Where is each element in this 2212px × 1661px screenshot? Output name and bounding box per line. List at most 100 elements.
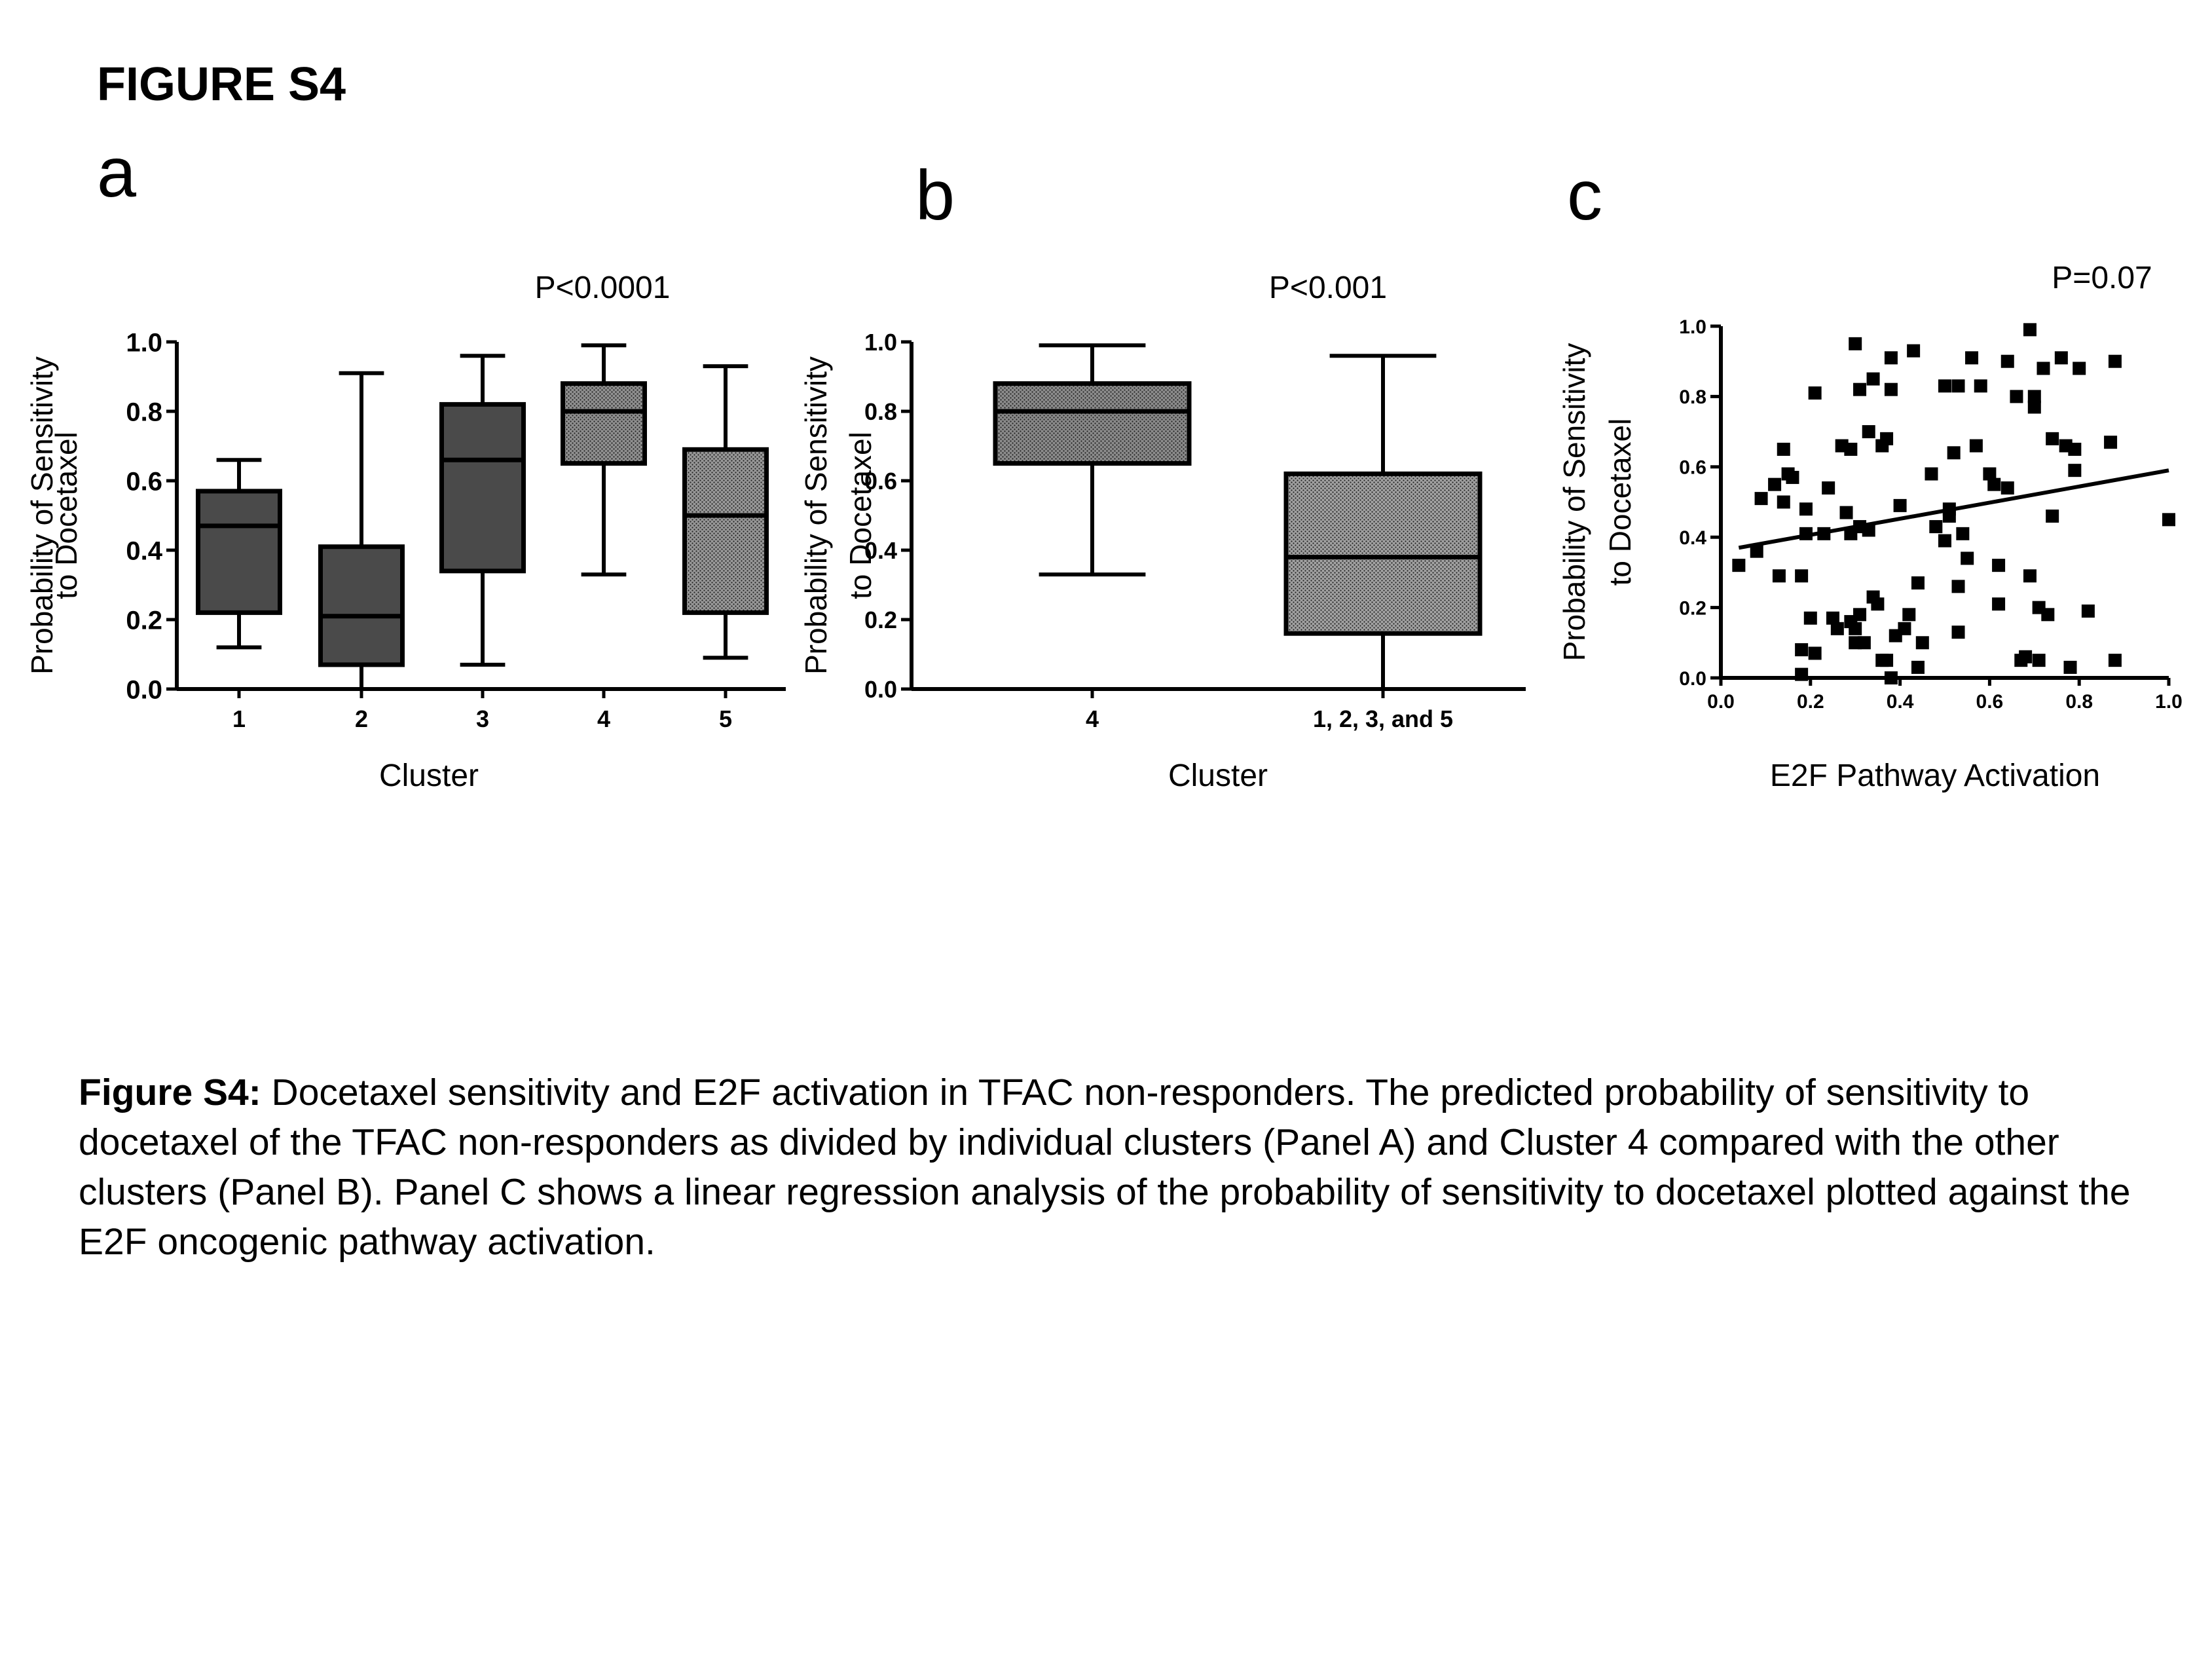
panel-c-data-point [2037, 362, 2050, 375]
panel-c-data-point [1849, 337, 1862, 350]
panel-c-data-point [1902, 608, 1916, 622]
panel-c-data-point [1969, 439, 1983, 453]
panel-c-data-point [1817, 527, 1831, 540]
panel-c-data-point [1866, 372, 1880, 386]
panel-a-chart: a P<0.0001 Cluster Probability of Sensitivi… [25, 132, 786, 793]
panel-c-data-point [2108, 654, 2122, 667]
caption-label: Figure S4: [79, 1072, 261, 1113]
panel-c-data-point [1822, 481, 1835, 495]
panel-c-data-point [1951, 580, 1965, 593]
panel-c-data-point [1961, 551, 1974, 565]
panel-a-y-tick-label: 0.8 [126, 398, 162, 426]
panel-b-p-value: P<0.001 [1269, 271, 1387, 305]
panel-c-x-tick-label: 1.0 [2155, 691, 2183, 713]
panel-c-data-point [2068, 442, 2082, 456]
panel-c-data-point [1951, 625, 1965, 639]
panel-c-data-point [1795, 667, 1809, 681]
panel-c-x-tick-label: 0.6 [1976, 691, 2004, 713]
panel-c-data-point [2073, 362, 2086, 375]
panel-c-data-point [1956, 527, 1970, 540]
panel-c-data-point [1830, 622, 1844, 635]
panel-c-y-tick-label: 1.0 [1679, 316, 1706, 338]
panel-a-box-5 [682, 447, 769, 615]
panel-c-data-point [1947, 446, 1961, 460]
panel-c-data-point [1795, 643, 1809, 657]
panel-c-data-point [1754, 492, 1768, 506]
panel-c-data-point [1777, 495, 1790, 509]
panel-c-y-tick-label: 0.2 [1679, 597, 1706, 619]
panel-b-y-tick-label: 0.2 [864, 607, 897, 633]
panel-a-box-4 [561, 381, 647, 466]
panel-b-x-axis-label: Cluster [1168, 758, 1268, 793]
panel-c-data-point [1951, 379, 1965, 393]
panel-c-data-point [1965, 351, 1979, 365]
panel-b-y-tick-label: 0.4 [864, 537, 897, 564]
panel-c-data-point [1911, 576, 1925, 590]
panel-c-data-point [2010, 390, 2023, 403]
panel-c-data-point [2054, 351, 2068, 365]
panel-c-data-point [1799, 502, 1813, 516]
panel-c-data-point [2104, 436, 2118, 449]
panel-c-data-point [1799, 527, 1813, 540]
panel-c-data-point [1862, 425, 1875, 439]
panel-c-data-point [1803, 611, 1817, 625]
panel-c-data-point [1938, 534, 1951, 548]
panel-c-y-tick-label: 0.6 [1679, 457, 1706, 479]
panel-c-data-point [2023, 323, 2037, 337]
panel-c-data-point [1772, 569, 1786, 583]
panel-b-y-tick-label: 0.8 [864, 398, 897, 425]
panel-c-data-point [1853, 608, 1867, 622]
panel-a-box-1 [196, 489, 282, 615]
panel-c-data-point [1942, 509, 1956, 523]
panel-c-data-point [1992, 597, 2006, 611]
panel-c-y-tick-label: 0.8 [1679, 386, 1706, 408]
panel-c-data-point [1786, 470, 1799, 484]
panel-c-data-point [2046, 432, 2059, 445]
panel-c-data-point [2000, 354, 2014, 368]
panel-c-data-point [1884, 383, 1898, 396]
panel-c-x-tick-label: 0.0 [1707, 691, 1735, 713]
panel-b-x-tick-label: 1, 2, 3, and 5 [1313, 705, 1453, 732]
panel-c-x-tick-label: 0.2 [1797, 691, 1824, 713]
panel-c-data-point [1777, 442, 1790, 456]
panel-a-x-tick-label: 1 [232, 705, 246, 732]
panel-c-data-point [1884, 351, 1898, 365]
panel-c-data-point [1880, 432, 1894, 445]
panel-c-data-point [1857, 636, 1871, 650]
panel-b-y-tick-label: 0.6 [864, 468, 897, 495]
panel-c-data-point [1929, 520, 1943, 534]
panel-c-data-point [1938, 379, 1951, 393]
panel-a-x-tick-label: 2 [355, 705, 368, 732]
panel-b-box-4 [993, 381, 1192, 466]
panel-c-data-point [1987, 477, 2001, 491]
panel-c-data-point [1808, 646, 1822, 660]
panel-c-y-tick-label: 0.0 [1679, 668, 1706, 690]
panel-c-data-point [1839, 506, 1853, 519]
panel-b-y-tick-label: 0.0 [864, 676, 897, 703]
panel-c-data-point [1992, 559, 2006, 572]
panel-c-data-point [2046, 509, 2059, 523]
panel-c-data-point [2068, 464, 2082, 477]
panel-c-data-point [2108, 354, 2122, 368]
panel-c-data-point [2023, 569, 2037, 583]
panel-c-data-point [1974, 379, 1987, 393]
panel-c-data-point [2027, 400, 2041, 414]
panel-c-panel-letter: c [1567, 155, 1602, 234]
panel-a-x-axis-label: Cluster [379, 758, 479, 793]
panel-a-y-tick-label: 0.2 [126, 606, 162, 635]
panel-a-x-tick-label: 3 [476, 705, 489, 732]
panel-c-data-point [1871, 597, 1885, 611]
panel-c-data-point [2063, 660, 2077, 674]
panel-c-data-point [1853, 383, 1867, 396]
panel-c-data-point [1925, 467, 1938, 481]
panel-c-p-value: P=0.07 [2052, 261, 2152, 295]
panel-a-x-tick-label: 4 [597, 705, 610, 732]
panel-a-y-axis-label-line1: Probability of Sensitivity [25, 356, 59, 675]
panel-b-y-axis-label-line2: to Docetaxel [843, 432, 877, 599]
panel-c-data-point [1768, 477, 1782, 491]
panel-c-data-point [1849, 622, 1862, 635]
panel-c-data-point [1893, 498, 1907, 512]
panel-c-y-axis-label-line2: to Docetaxel [1603, 419, 1637, 586]
panel-c-data-point [1795, 569, 1809, 583]
